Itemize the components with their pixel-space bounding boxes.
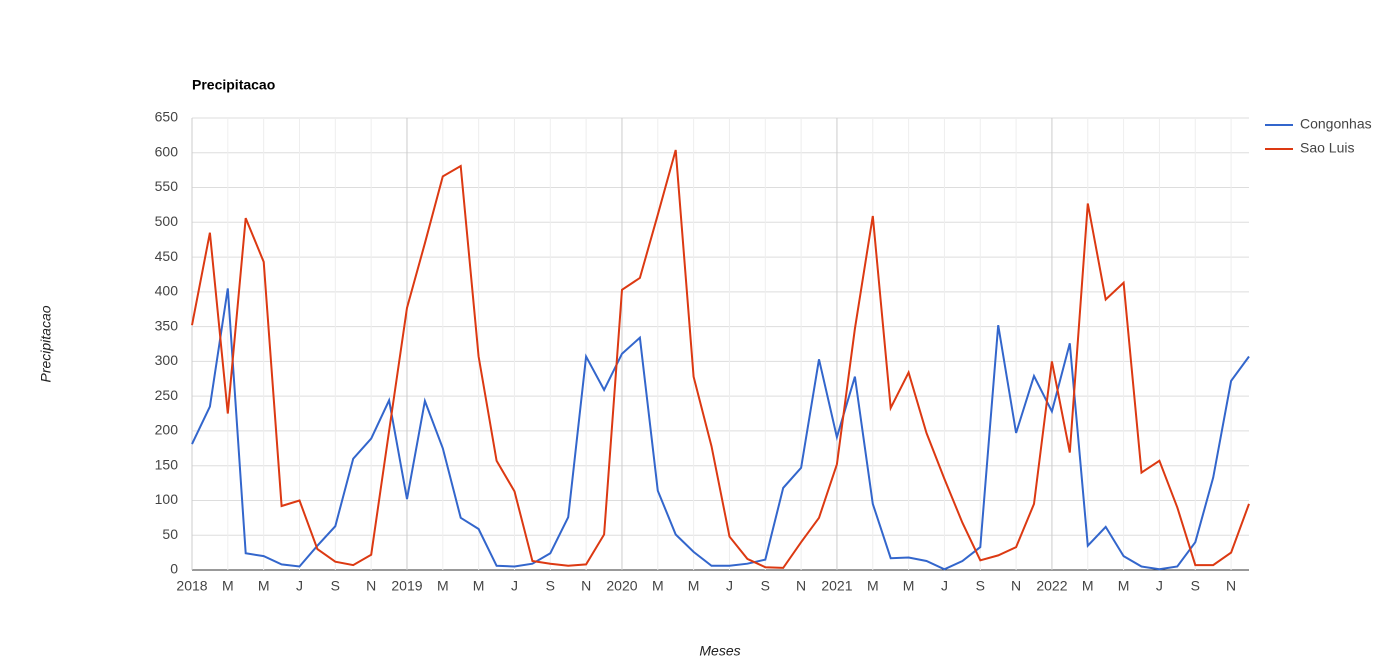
x-tick-label: J — [296, 578, 303, 594]
y-tick-label: 300 — [155, 352, 179, 368]
y-tick-label: 400 — [155, 283, 179, 299]
x-tick-label: S — [1191, 578, 1200, 594]
x-tick-label: N — [366, 578, 376, 594]
x-tick-label: S — [976, 578, 985, 594]
x-tick-label: S — [546, 578, 555, 594]
y-tick-label: 0 — [170, 561, 178, 577]
x-tick-label: M — [688, 578, 700, 594]
x-tick-label: 2021 — [821, 578, 852, 594]
x-tick-label: M — [1118, 578, 1130, 594]
y-tick-label: 50 — [162, 526, 178, 542]
y-tick-label: 250 — [155, 387, 179, 403]
y-tick-label: 600 — [155, 143, 179, 159]
x-tick-label: M — [437, 578, 449, 594]
y-tick-label: 550 — [155, 178, 179, 194]
x-tick-label: M — [867, 578, 879, 594]
x-tick-label: M — [473, 578, 485, 594]
x-tick-label: N — [581, 578, 591, 594]
y-tick-label: 500 — [155, 213, 179, 229]
chart-title: Precipitacao — [192, 77, 275, 93]
x-axis-title: Meses — [699, 643, 740, 659]
y-tick-label: 150 — [155, 456, 179, 472]
x-tick-label: M — [222, 578, 234, 594]
y-tick-label: 100 — [155, 491, 179, 507]
x-tick-label: 2018 — [176, 578, 207, 594]
x-tick-label: M — [903, 578, 915, 594]
x-tick-label: 2022 — [1036, 578, 1067, 594]
x-tick-label: J — [726, 578, 733, 594]
y-axis-title: Precipitacao — [38, 305, 54, 382]
x-tick-label: 2019 — [391, 578, 422, 594]
x-tick-label: M — [258, 578, 270, 594]
line-series — [191, 149, 1250, 569]
x-tick-label: J — [941, 578, 948, 594]
legend-label: Sao Luis — [1300, 140, 1354, 156]
x-tick-label: J — [511, 578, 518, 594]
y-tick-label: 650 — [155, 109, 179, 125]
x-tick-label: M — [652, 578, 664, 594]
x-tick-label: S — [761, 578, 770, 594]
x-tick-label: M — [1082, 578, 1094, 594]
x-tick-label: N — [1011, 578, 1021, 594]
y-tick-label: 350 — [155, 317, 179, 333]
x-tick-label: J — [1156, 578, 1163, 594]
line-series — [191, 288, 1250, 571]
legend-label: Congonhas — [1300, 116, 1372, 132]
x-tick-label: S — [331, 578, 340, 594]
x-tick-label: N — [796, 578, 806, 594]
y-tick-label: 200 — [155, 422, 179, 438]
x-tick-label: N — [1226, 578, 1236, 594]
y-tick-label: 450 — [155, 248, 179, 264]
x-tick-label: 2020 — [606, 578, 637, 594]
